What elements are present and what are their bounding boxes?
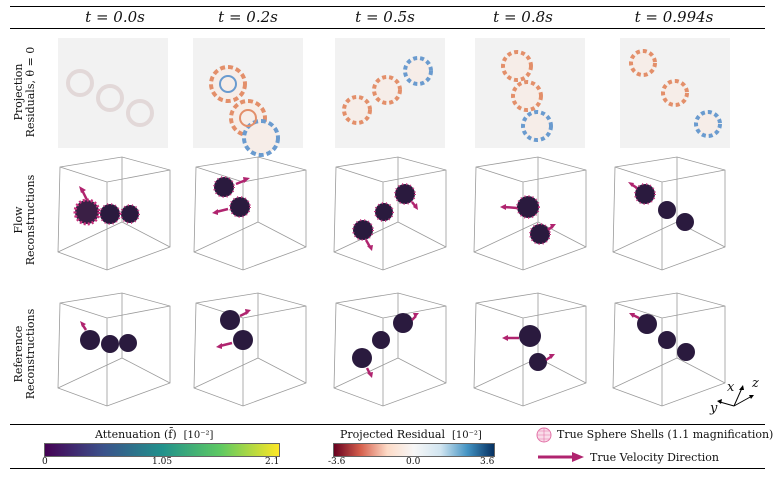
projection-panel-1 — [58, 38, 168, 148]
attenuation-tick-mid: 1.05 — [152, 457, 173, 467]
header-rule — [10, 28, 765, 29]
sphere-shell-legend-label: True Sphere Shells (1.1 magnification) — [557, 428, 774, 441]
row-label-reference: Reference Reconstructions — [12, 308, 37, 400]
flow-reconstruction-2 — [193, 156, 307, 271]
reference-reconstruction-5 — [612, 292, 726, 407]
column-title-1: t = 0.0s — [85, 8, 145, 26]
flow-reconstruction-4 — [473, 156, 587, 271]
axis-label-x: x — [727, 380, 735, 395]
attenuation-tick-max: 2.1 — [265, 457, 280, 467]
reference-reconstruction-2 — [193, 292, 307, 407]
velocity-legend-label: True Velocity Direction — [590, 451, 719, 464]
reference-reconstruction-3 — [333, 292, 447, 407]
column-title-4: t = 0.8s — [493, 8, 553, 26]
row-label-projection: Projection Residuals, θ = 0 — [12, 46, 37, 138]
residual-colorbar — [333, 443, 495, 457]
axis-label-y: y — [710, 401, 718, 416]
column-title-3: t = 0.5s — [355, 8, 415, 26]
column-title-5: t = 0.994s — [634, 8, 714, 26]
reference-reconstruction-1 — [57, 292, 171, 407]
bottom-rule — [10, 468, 765, 469]
residual-colorbar-title: Projected Residual [10⁻²] — [340, 428, 482, 441]
projection-panel-2 — [193, 38, 303, 157]
legend-top-rule — [10, 424, 765, 425]
top-rule — [10, 6, 765, 7]
column-title-2: t = 0.2s — [218, 8, 278, 26]
attenuation-colorbar — [44, 443, 280, 457]
reference-reconstruction-4 — [473, 292, 587, 407]
residual-tick-min: -3.6 — [328, 457, 346, 467]
flow-reconstruction-1 — [57, 156, 171, 271]
flow-reconstruction-3 — [333, 156, 447, 271]
residual-tick-max: 3.6 — [480, 457, 495, 467]
attenuation-colorbar-title: Attenuation (f̄) [10⁻²] — [95, 428, 214, 441]
axis-label-z: z — [752, 376, 759, 391]
flow-reconstruction-5 — [612, 156, 726, 271]
projection-panel-5 — [620, 38, 730, 148]
velocity-arrow-icon — [538, 452, 584, 462]
axes-triad-icon — [717, 385, 754, 407]
residual-tick-mid: 0.0 — [406, 457, 421, 467]
projection-panel-3 — [335, 38, 445, 148]
sphere-shell-icon — [536, 427, 552, 443]
attenuation-tick-min: 0 — [42, 457, 48, 467]
projection-panel-4 — [475, 38, 585, 148]
row-label-flow: Flow Reconstructions — [12, 174, 37, 266]
